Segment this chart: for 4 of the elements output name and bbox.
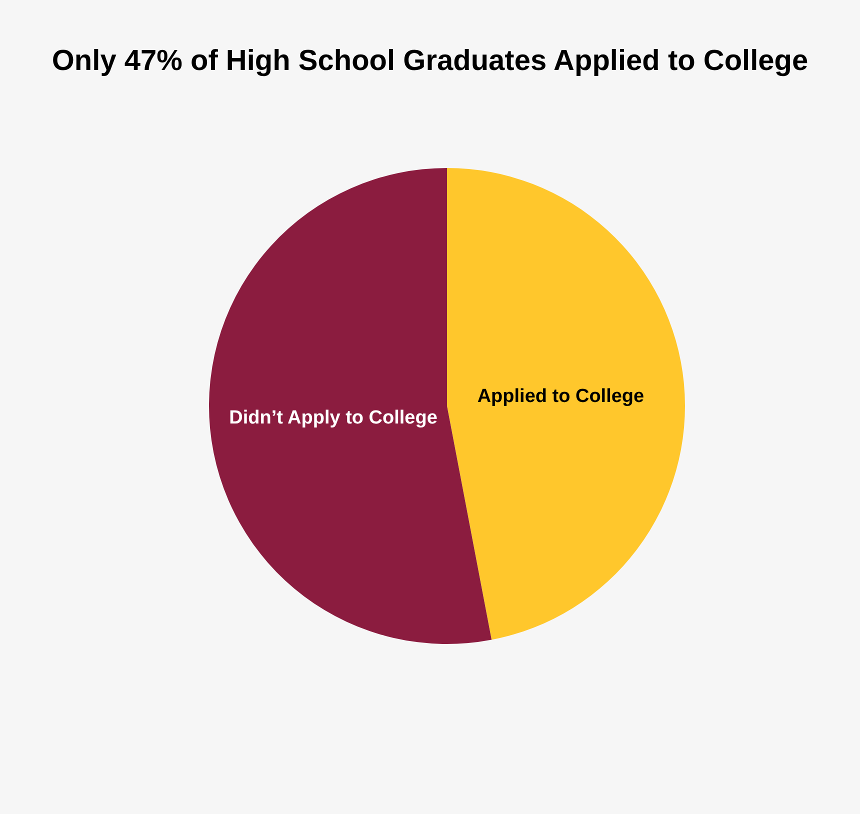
slice-label: Applied to College xyxy=(477,386,644,407)
slice-label: Didn’t Apply to College xyxy=(229,407,438,428)
pie-slice xyxy=(447,168,685,640)
chart-title: Only 47% of High School Graduates Applied to College xyxy=(52,45,808,77)
